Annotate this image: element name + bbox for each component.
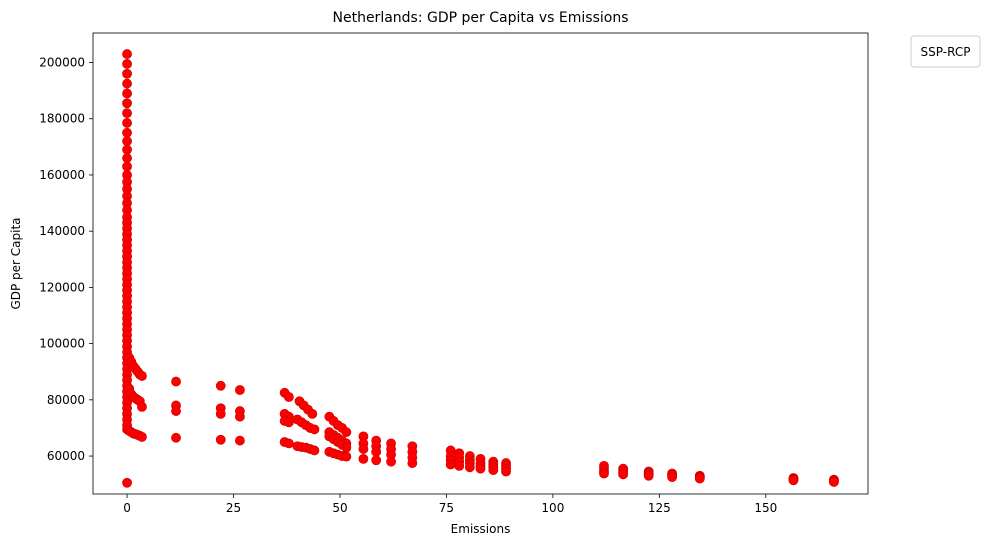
x-tick-label: 0 — [123, 501, 131, 515]
data-point — [341, 451, 352, 462]
data-point — [618, 469, 629, 480]
y-tick-label: 120000 — [39, 280, 85, 294]
data-point — [283, 392, 294, 402]
data-point — [122, 127, 132, 138]
data-point — [445, 459, 456, 470]
x-tick-label: 100 — [541, 501, 564, 515]
data-point — [122, 161, 132, 172]
x-axis: 0 25 50 75 100 125 150 — [123, 494, 777, 515]
data-point — [122, 49, 132, 59]
y-tick-label: 60000 — [47, 449, 85, 463]
data-point — [283, 438, 294, 449]
data-point — [407, 458, 418, 468]
data-point — [599, 468, 609, 479]
x-tick-label: 50 — [332, 501, 347, 515]
data-point — [788, 475, 799, 486]
data-point — [694, 473, 705, 484]
data-point — [488, 465, 499, 476]
x-tick-label: 25 — [226, 501, 241, 515]
data-point — [215, 380, 226, 391]
data-point — [475, 463, 486, 474]
data-point — [829, 477, 839, 487]
data-point — [122, 153, 132, 163]
data-point — [309, 445, 320, 456]
legend-box — [910, 35, 981, 68]
data-point — [137, 401, 147, 412]
data-point — [341, 442, 352, 453]
y-axis-title: GDP per Capita — [9, 217, 23, 309]
y-tick-label: 140000 — [39, 224, 85, 238]
x-tick-label: 150 — [754, 501, 777, 515]
x-tick-label: 75 — [439, 501, 454, 515]
data-point — [122, 88, 132, 99]
data-point — [122, 144, 132, 155]
data-point — [235, 385, 245, 395]
data-point — [137, 371, 147, 381]
data-point — [358, 444, 369, 454]
data-point — [386, 456, 396, 467]
data-point — [122, 118, 132, 128]
legend: SSP-RCP — [910, 35, 981, 68]
data-point — [235, 411, 245, 422]
data-point — [371, 455, 382, 466]
data-point — [464, 462, 475, 473]
data-point — [122, 59, 132, 69]
chart-title: Netherlands: GDP per Capita vs Emissions — [333, 10, 629, 26]
data-point — [341, 427, 352, 438]
y-tick-label: 200000 — [39, 56, 85, 70]
x-tick-label: 125 — [648, 501, 671, 515]
data-point — [171, 406, 181, 416]
data-point — [122, 136, 132, 147]
y-axis: 60000 80000 100000 120000 140000 160000 180000… — [39, 56, 93, 463]
data-point — [358, 453, 369, 464]
data-point — [137, 432, 147, 442]
data-point — [454, 460, 465, 471]
data-point — [667, 472, 678, 483]
y-tick-label: 80000 — [47, 393, 85, 407]
data-point — [171, 432, 181, 443]
y-tick-label: 160000 — [39, 168, 85, 182]
points-layer — [122, 49, 839, 488]
legend-title: SSP-RCP — [921, 45, 971, 59]
data-point — [307, 408, 318, 419]
data-point — [501, 466, 511, 477]
x-axis-title: Emissions — [451, 522, 511, 536]
plot-area-frame — [92, 32, 869, 495]
data-point — [371, 446, 382, 457]
data-point — [122, 108, 132, 119]
data-point — [235, 435, 245, 446]
data-point — [309, 424, 320, 435]
data-point — [283, 417, 294, 428]
data-point — [122, 68, 132, 79]
data-point — [122, 98, 132, 109]
y-tick-label: 180000 — [39, 112, 85, 126]
data-point — [215, 408, 226, 419]
data-point — [122, 78, 132, 89]
data-point — [643, 470, 654, 481]
data-point — [122, 477, 132, 488]
y-tick-label: 100000 — [39, 337, 85, 351]
data-point — [171, 376, 181, 387]
data-point — [215, 434, 226, 445]
